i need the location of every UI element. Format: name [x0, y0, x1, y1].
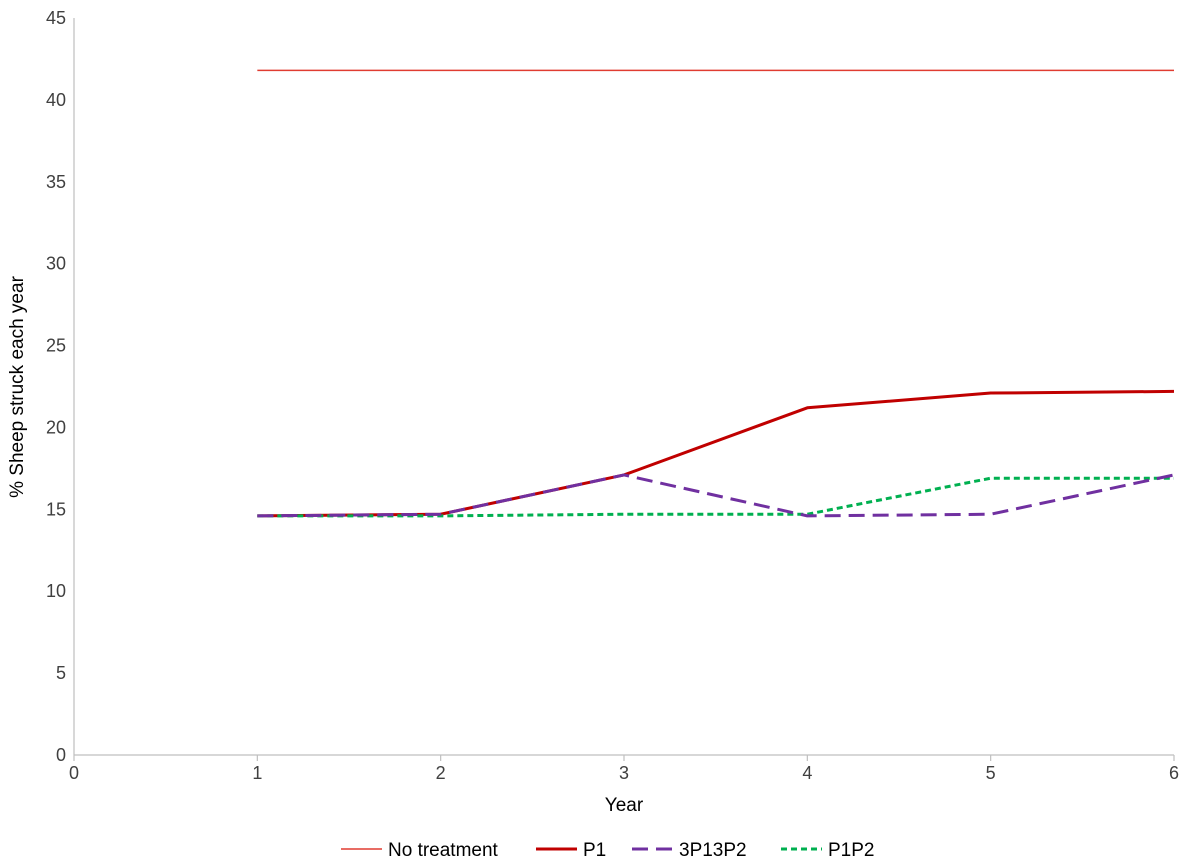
y-tick-label: 15 — [46, 499, 66, 519]
y-tick-label: 35 — [46, 172, 66, 192]
x-tick-label: 0 — [69, 763, 79, 783]
legend-label: No treatment — [388, 840, 499, 860]
y-tick-label: 0 — [56, 745, 66, 765]
x-tick-label: 5 — [986, 763, 996, 783]
axes — [73, 18, 1174, 756]
legend: No treatment P1 3P13P2 P1P2 — [341, 840, 874, 860]
y-axis-title: % Sheep struck each year — [7, 275, 28, 497]
legend-label: P1P2 — [828, 840, 874, 860]
x-tick-label: 1 — [252, 763, 262, 783]
series-line-p1p2 — [257, 476, 1174, 518]
y-tick-label: 10 — [46, 581, 66, 601]
legend-label: 3P13P2 — [679, 840, 747, 860]
y-tick-label: 30 — [46, 254, 66, 274]
x-tick-label: 2 — [436, 763, 446, 783]
y-tick-label: 40 — [46, 90, 66, 110]
x-tick-label: 6 — [1169, 763, 1179, 783]
x-tick-label: 4 — [802, 763, 812, 783]
x-tick-labels: 0 1 2 3 4 5 6 — [69, 755, 1179, 783]
plot-lines — [257, 69, 1175, 518]
y-tick-label: 20 — [46, 417, 66, 437]
y-tick-label: 5 — [56, 663, 66, 683]
y-tick-label: 25 — [46, 336, 66, 356]
legend-label: P1 — [583, 840, 606, 860]
y-tick-labels: 0 5 10 15 20 25 30 35 40 45 — [46, 8, 66, 765]
series-line-3p13p2 — [257, 473, 1175, 518]
series-line-p1 — [257, 389, 1175, 518]
y-tick-label: 45 — [46, 8, 66, 28]
x-tick-label: 3 — [619, 763, 629, 783]
x-axis-title: Year — [605, 795, 644, 816]
